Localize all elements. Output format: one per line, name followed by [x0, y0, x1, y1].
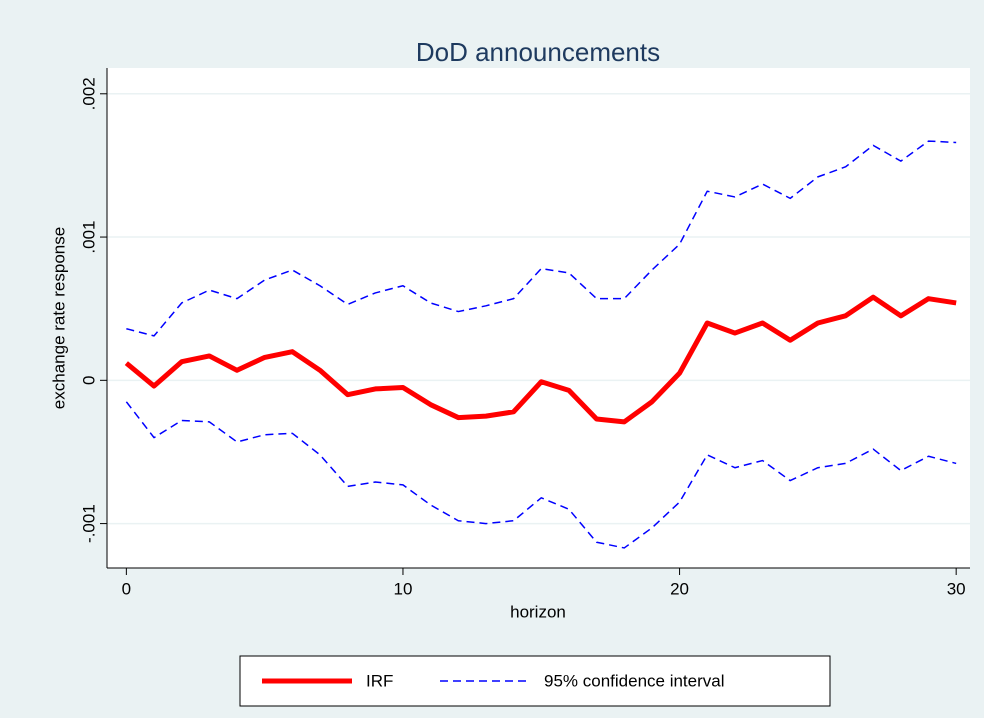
plot-area	[107, 68, 970, 568]
series-line	[124, 294, 957, 425]
y-tick-label: .001	[79, 221, 98, 254]
y-tick-label: 0	[79, 376, 98, 385]
x-tick-label: 20	[670, 579, 689, 598]
series-line	[126, 140, 957, 337]
y-tick-label: .002	[79, 77, 98, 110]
series-line	[125, 401, 957, 549]
x-axis-title: horizon	[510, 602, 566, 621]
y-axis-title: exchange rate response	[49, 227, 68, 409]
y-tick-label: -.001	[79, 504, 98, 543]
x-tick-label: 10	[394, 579, 413, 598]
x-tick-label: 0	[122, 579, 131, 598]
legend-label: IRF	[366, 671, 393, 690]
legend-label: 95% confidence interval	[544, 671, 725, 690]
chart-title: DoD announcements	[416, 37, 660, 67]
x-tick-label: 30	[947, 579, 966, 598]
